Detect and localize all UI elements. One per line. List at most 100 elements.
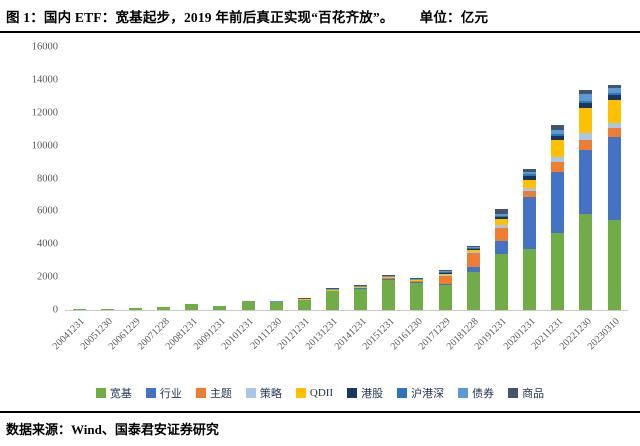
y-tick-label: 14000: [31, 74, 58, 86]
segment-宽基: [410, 282, 424, 310]
bar-slot-20141231: [347, 47, 375, 310]
segment-债券: [438, 271, 452, 272]
segment-沪港深: [579, 101, 593, 103]
stacked-bar-20121231: [297, 298, 311, 310]
segment-沪港深: [523, 174, 537, 176]
segment-QDII: [438, 274, 452, 276]
segment-商品: [607, 84, 621, 89]
bar-slot-20181228: [459, 47, 487, 310]
stacked-bar-20181228: [466, 245, 480, 310]
segment-沪港深: [607, 93, 621, 96]
segment-QDII: [523, 179, 537, 189]
segment-策略: [494, 225, 508, 228]
segment-商品: [354, 284, 368, 286]
legend-swatch-icon: [145, 388, 156, 398]
stacked-bar-20091231: [213, 306, 227, 310]
y-axis: 0 2000 4000 6000 8000 10000 12000 14000 16000: [10, 42, 58, 316]
etf-stacked-bar-chart: 0 2000 4000 6000 8000 10000 12000 14000 16000 20…: [10, 42, 630, 400]
segment-行业: [354, 287, 368, 289]
segment-主题: [410, 280, 424, 282]
legend-item-债券: 债券: [458, 385, 494, 401]
segment-策略: [523, 188, 537, 191]
stacked-bar-20111230: [269, 301, 283, 310]
segment-宽基: [466, 272, 480, 310]
segment-行业: [607, 136, 621, 221]
y-tick-label: 2000: [37, 271, 58, 283]
segment-策略: [607, 123, 621, 129]
stacked-bar-20101231: [241, 301, 255, 310]
stacked-bar-20230310: [607, 84, 621, 310]
segment-策略: [579, 133, 593, 140]
bar-slot-20101231: [234, 47, 262, 310]
segment-行业: [466, 267, 480, 273]
legend-swatch-icon: [397, 388, 408, 398]
legend-item-QDII: QDII: [295, 385, 333, 401]
segment-港股: [579, 102, 593, 108]
segment-债券: [382, 275, 396, 277]
segment-行业: [438, 283, 452, 286]
legend-label: 主题: [209, 388, 232, 400]
y-tick-label: 0: [52, 304, 58, 316]
segment-债券: [325, 289, 339, 291]
stacked-bar-20161230: [410, 277, 424, 310]
segment-商品: [523, 168, 537, 172]
segment-主题: [551, 162, 565, 172]
segment-债券: [579, 93, 593, 102]
legend-swatch-icon: [295, 388, 306, 398]
segment-宽基: [157, 307, 171, 310]
stacked-bar-20191231: [494, 208, 508, 310]
segment-行业: [579, 149, 593, 214]
segment-行业: [494, 240, 508, 255]
segment-商品: [297, 298, 311, 300]
unit-label: 单位：亿元: [419, 10, 489, 25]
segment-宽基: [354, 288, 368, 310]
segment-宽基: [297, 300, 311, 310]
segment-主题: [523, 190, 537, 198]
segment-港股: [494, 217, 508, 219]
bar-slot-20041231: [65, 47, 93, 310]
bar-slot-20081231: [178, 47, 206, 310]
stacked-bar-20061229: [128, 307, 142, 310]
legend-label: 宽基: [109, 388, 132, 400]
x-slot-20230310: 20230310: [586, 311, 628, 373]
segment-宽基: [213, 306, 227, 310]
bar-slot-20191231: [487, 47, 515, 310]
legend-item-策略: 策略: [245, 385, 282, 401]
bar-slot-20211231: [544, 47, 572, 310]
source-note: 数据来源：Wind、国泰君安证券研究: [0, 411, 640, 446]
bar-slot-20061229: [121, 47, 149, 310]
stacked-bar-20171229: [438, 270, 452, 310]
segment-QDII: [551, 139, 565, 158]
segment-宽基: [128, 307, 142, 310]
plot-area: [65, 47, 628, 311]
legend-item-沪港深: 沪港深: [397, 385, 444, 401]
segment-商品: [466, 245, 480, 247]
segment-港股: [466, 248, 480, 250]
segment-债券: [551, 130, 565, 135]
segment-商品: [410, 277, 424, 279]
segment-债券: [466, 246, 480, 248]
y-tick-label: 16000: [31, 41, 58, 53]
stacked-bar-20201231: [523, 168, 537, 310]
legend-swatch-icon: [195, 388, 206, 398]
x-axis: 20041231 20051230 20061229 20071228 20081231…: [51, 311, 628, 373]
segment-债券: [354, 285, 368, 287]
segment-港股: [607, 95, 621, 100]
segment-商品: [579, 89, 593, 94]
segment-商品: [325, 288, 339, 290]
bar-slot-20171229: [431, 47, 459, 310]
legend-item-主题: 主题: [195, 385, 232, 401]
segment-宽基: [100, 308, 114, 310]
segment-QDII: [494, 218, 508, 226]
segment-QDII: [382, 276, 396, 278]
segment-宽基: [579, 213, 593, 310]
stacked-bar-20051230: [100, 308, 114, 310]
segment-策略: [466, 251, 480, 253]
legend-label: 商品: [522, 388, 545, 400]
legend-swatch-icon: [508, 388, 519, 398]
segment-QDII: [297, 299, 311, 301]
legend-item-行业: 行业: [145, 385, 182, 401]
segment-宽基: [72, 309, 86, 310]
figure-title-bar: 图 1：国内 ETF：宽基起步，2019 年前后真正实现“百花齐放”。 单位：亿元: [0, 0, 640, 33]
legend-item-港股: 港股: [347, 385, 383, 401]
